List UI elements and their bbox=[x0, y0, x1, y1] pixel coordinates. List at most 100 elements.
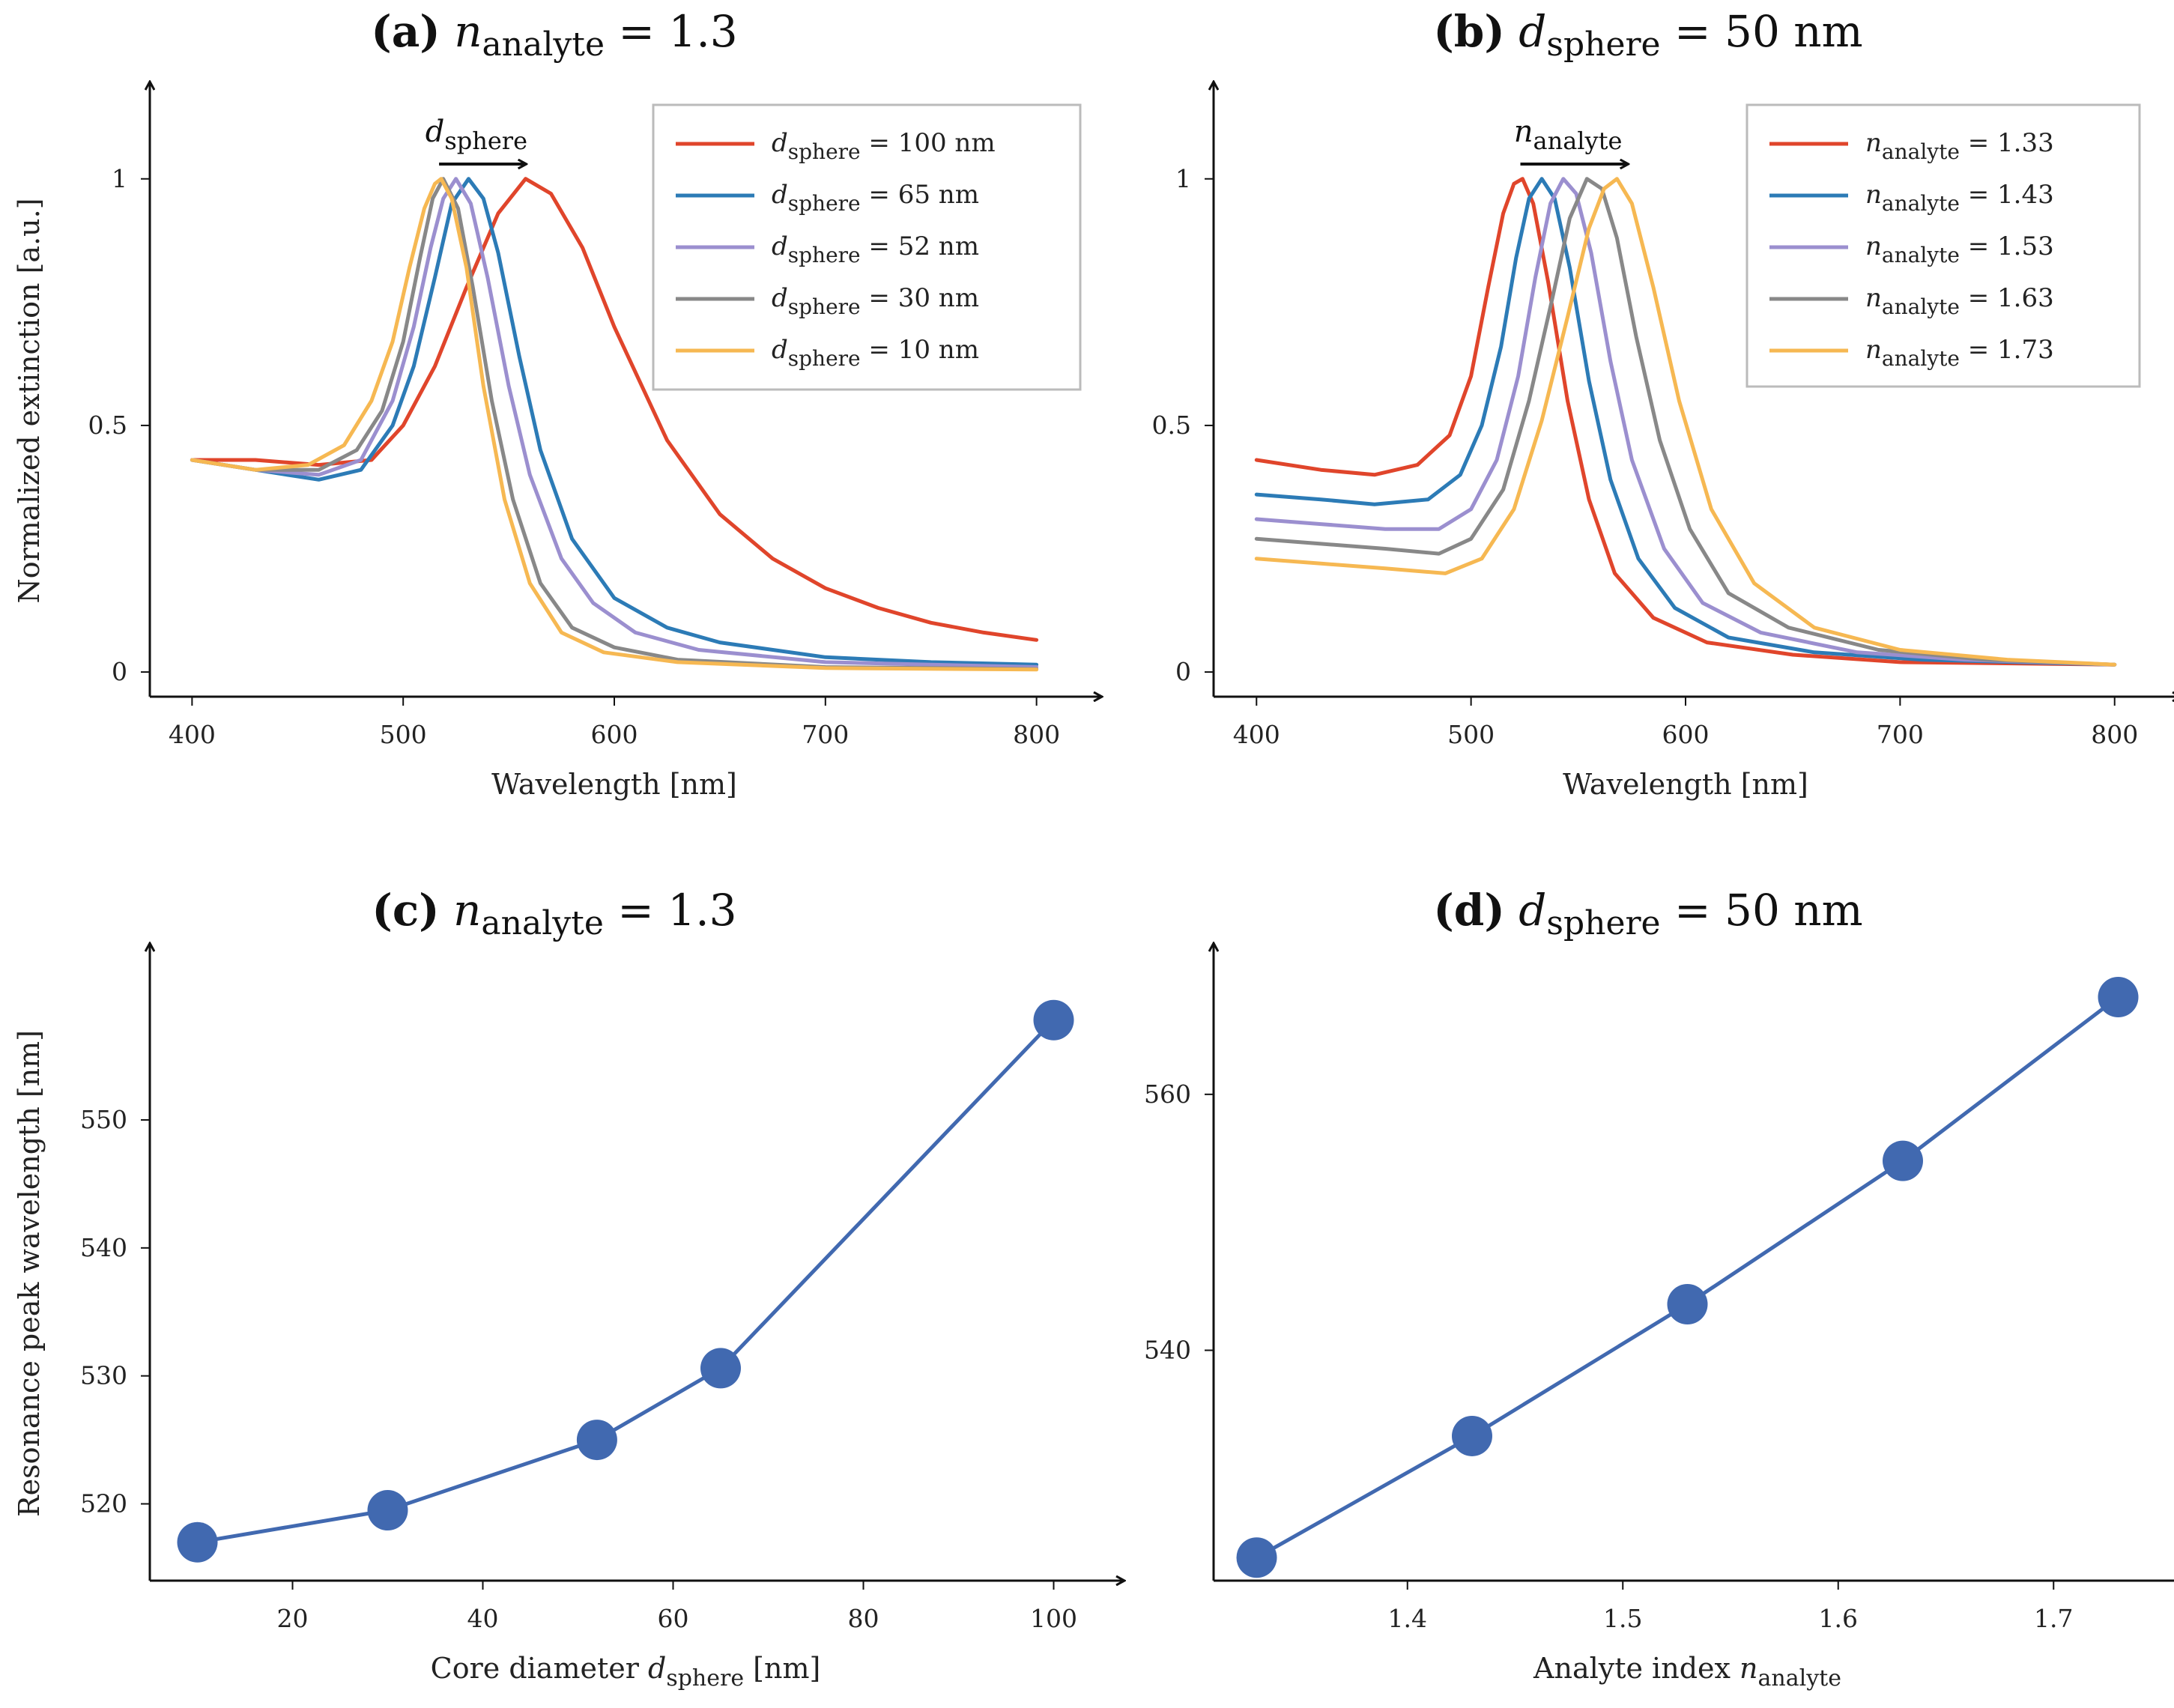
legend-label: nanalyte = 1.53 bbox=[1865, 231, 2054, 267]
y-axis-label: Normalized extinction [a.u.] bbox=[13, 198, 46, 603]
legend-variable: n bbox=[1865, 283, 1882, 313]
panel-a: (a) nanalyte = 1.3 400 500 600 700 800 0 0.5 1 Wa… bbox=[13, 6, 1101, 801]
x-tick-label: 700 bbox=[1877, 720, 1924, 749]
title-subscript: analyte bbox=[481, 904, 603, 942]
data-point bbox=[177, 1521, 218, 1563]
series-line-30nm bbox=[190, 177, 1039, 671]
panel-b: (b) dsphere = 50 nm 400 500 600 700 800 0 0.5 1 W… bbox=[1152, 6, 2174, 801]
panel-letter: (a) bbox=[371, 6, 440, 57]
title-subscript: sphere bbox=[1546, 25, 1660, 64]
y-tick-label: 1 bbox=[112, 164, 127, 193]
series-line-10nm bbox=[190, 177, 1039, 672]
title-value: = 50 nm bbox=[1661, 885, 1863, 936]
panel-letter: (b) bbox=[1433, 6, 1504, 57]
series-line-1_63 bbox=[1254, 177, 2117, 667]
legend-value: = 30 nm bbox=[861, 283, 979, 313]
legend-value: = 1.53 bbox=[1960, 231, 2054, 261]
title-gap bbox=[1505, 885, 1519, 936]
title-value: = 1.3 bbox=[604, 885, 737, 936]
x-tick-label: 80 bbox=[848, 1604, 879, 1633]
legend-label: dsphere = 52 nm bbox=[772, 231, 979, 267]
x-label-subscript: sphere bbox=[666, 1665, 744, 1692]
legend-variable: n bbox=[1865, 335, 1882, 365]
legend-subscript: sphere bbox=[788, 191, 861, 216]
legend-variable: d bbox=[772, 128, 788, 158]
x-tick-label: 1.6 bbox=[1819, 1604, 1858, 1633]
title-gap bbox=[440, 6, 454, 57]
legend-variable: n bbox=[1865, 128, 1882, 158]
legend-label: nanalyte = 1.73 bbox=[1865, 335, 2054, 371]
data-point bbox=[367, 1490, 408, 1531]
series-line-100nm bbox=[190, 177, 1039, 642]
legend-label: nanalyte = 1.63 bbox=[1865, 283, 2054, 319]
x-tick-label: 100 bbox=[1030, 1604, 1077, 1633]
x-tick-label: 500 bbox=[380, 720, 427, 749]
annotation-subscript: analyte bbox=[1533, 127, 1623, 155]
data-point bbox=[1452, 1415, 1492, 1456]
legend-subscript: sphere bbox=[788, 243, 861, 267]
y-tick-label: 0.5 bbox=[88, 411, 127, 440]
legend-value: = 10 nm bbox=[861, 335, 979, 365]
legend-label: dsphere = 65 nm bbox=[772, 180, 979, 216]
x-tick-label: 800 bbox=[2091, 720, 2138, 749]
x-label-variable: n bbox=[1739, 1652, 1757, 1685]
legend-label: dsphere = 30 nm bbox=[772, 283, 979, 319]
x-axis-label: Core diameter dsphere [nm] bbox=[431, 1652, 821, 1692]
shift-annotation: nanalyte bbox=[1514, 115, 1623, 155]
legend-value: = 1.73 bbox=[1960, 335, 2054, 365]
annotation-variable: n bbox=[1514, 115, 1533, 149]
y-tick-label: 530 bbox=[80, 1361, 127, 1390]
panel-title: (d) dsphere = 50 nm bbox=[1433, 885, 1862, 942]
series-line-1_73 bbox=[1254, 177, 2117, 667]
legend-label: dsphere = 10 nm bbox=[772, 335, 979, 371]
y-tick-label: 1 bbox=[1175, 164, 1191, 193]
y-tick-label: 540 bbox=[1144, 1336, 1191, 1365]
y-tick-label: 550 bbox=[80, 1105, 127, 1134]
trend-line bbox=[1256, 996, 2120, 1560]
panel-title: (c) nanalyte = 1.3 bbox=[372, 885, 736, 942]
x-tick-label: 600 bbox=[591, 720, 638, 749]
data-point bbox=[700, 1348, 741, 1389]
legend-label: dsphere = 100 nm bbox=[772, 128, 996, 164]
annotation-subscript: sphere bbox=[444, 127, 527, 155]
x-tick-label: 1.7 bbox=[2034, 1604, 2073, 1633]
title-gap bbox=[1505, 6, 1519, 57]
y-tick-label: 0 bbox=[1175, 657, 1191, 686]
legend-box bbox=[1745, 103, 2141, 388]
x-tick-label: 1.4 bbox=[1388, 1604, 1427, 1633]
title-value: = 1.3 bbox=[605, 6, 738, 57]
legend-subscript: sphere bbox=[788, 346, 861, 371]
shift-annotation: dsphere bbox=[426, 115, 527, 155]
legend-label: nanalyte = 1.33 bbox=[1865, 128, 2054, 164]
title-gap bbox=[440, 885, 453, 936]
x-tick-label: 20 bbox=[277, 1604, 309, 1633]
x-tick-label: 600 bbox=[1662, 720, 1710, 749]
data-point bbox=[1883, 1140, 1923, 1181]
legend-subscript: analyte bbox=[1882, 191, 1960, 216]
x-label-variable: d bbox=[648, 1652, 666, 1685]
data-point bbox=[1236, 1537, 1277, 1578]
y-tick-label: 0.5 bbox=[1152, 411, 1191, 440]
panel-letter: (c) bbox=[372, 885, 439, 936]
y-tick-label: 560 bbox=[1144, 1079, 1191, 1109]
data-point bbox=[2098, 977, 2139, 1017]
series-line-52nm bbox=[190, 177, 1039, 669]
x-label-text: Core diameter bbox=[431, 1652, 648, 1685]
title-value: = 50 nm bbox=[1661, 6, 1863, 57]
data-point bbox=[576, 1420, 617, 1461]
legend-variable: n bbox=[1865, 231, 1882, 261]
legend-variable: d bbox=[772, 283, 788, 313]
x-label-unit: [nm] bbox=[744, 1652, 820, 1685]
annotation-variable: d bbox=[426, 115, 445, 149]
x-label-text: Analyte index bbox=[1533, 1652, 1739, 1685]
x-tick-label: 400 bbox=[1233, 720, 1280, 749]
legend-value: = 65 nm bbox=[861, 180, 979, 210]
y-tick-label: 520 bbox=[80, 1489, 127, 1518]
title-subscript: analyte bbox=[482, 25, 605, 64]
title-variable: d bbox=[1519, 6, 1546, 57]
series-line-1_53 bbox=[1254, 177, 2117, 667]
